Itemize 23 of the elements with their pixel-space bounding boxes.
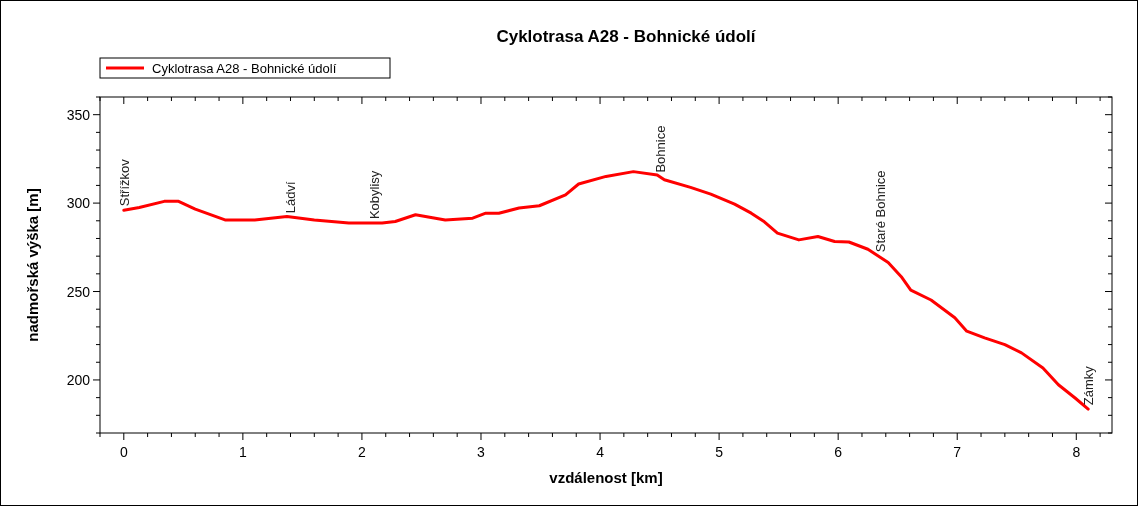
annotation: Kobylisy	[366, 170, 382, 220]
y-tick-label: 300	[66, 195, 91, 212]
x-tick-label: 1	[238, 444, 247, 460]
annotation: Ládví	[283, 181, 299, 214]
x-tick-label: 8	[1072, 444, 1081, 460]
x-tick-label: 5	[715, 444, 724, 460]
chart-title: Cyklotrasa A28 - Bohnické údolí	[496, 27, 757, 46]
y-tick-label: 250	[66, 283, 91, 300]
x-tick-label: 7	[953, 444, 962, 460]
annotation: Staré Bohnice	[872, 170, 888, 253]
x-tick-label: 2	[358, 444, 367, 460]
x-tick-label: 3	[477, 444, 486, 460]
x-tick-label: 4	[596, 444, 605, 460]
annotation: Zámky	[1081, 365, 1097, 406]
y-axis-title: nadmořská výška [m]	[24, 188, 41, 342]
legend-label: Cyklotrasa A28 - Bohnické údolí	[152, 61, 337, 76]
y-tick-label: 200	[66, 371, 91, 388]
y-tick-label: 350	[66, 106, 91, 123]
annotation: Bohnice	[652, 125, 668, 173]
x-axis-title: vzdálenost [km]	[549, 469, 663, 486]
annotation: Střížkov	[116, 158, 132, 207]
x-tick-label: 6	[834, 444, 843, 460]
x-tick-label: 0	[119, 444, 128, 460]
